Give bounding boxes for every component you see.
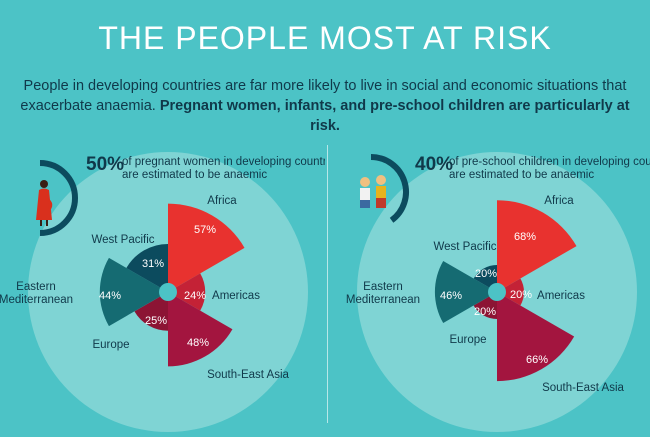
- region-label-west-pacific: West Pacific: [91, 234, 154, 246]
- region-label-eastern-mediterranean: Eastern Mediterranean: [346, 281, 420, 306]
- region-label-south-east-asia: South-East Asia: [542, 382, 624, 394]
- slice-south-east-asia: [168, 292, 233, 367]
- center-dot: [159, 283, 177, 301]
- chart-pre-school-children: 40% of pre-school children in developing…: [346, 152, 650, 432]
- value-label-europe: 20%: [474, 306, 496, 318]
- slice-americas: [497, 278, 524, 306]
- value-label-west-pacific: 31%: [142, 258, 164, 270]
- intro-bold: Pregnant women, infants, and pre-school …: [159, 98, 630, 134]
- value-label-europe: 25%: [145, 315, 167, 327]
- value-label-eastern-mediterranean: 44%: [99, 290, 121, 302]
- children-icon: [360, 175, 386, 208]
- region-label-americas: Americas: [212, 290, 260, 302]
- region-label-europe: Europe: [449, 334, 486, 346]
- pregnant-woman-icon: [36, 180, 53, 226]
- value-label-americas: 20%: [510, 289, 532, 301]
- headline-line2: are estimated to be anaemic: [449, 169, 594, 181]
- slice-americas: [168, 273, 206, 311]
- slice-eastern-mediterranean: [99, 257, 168, 327]
- region-label-eastern: Eastern: [363, 281, 403, 293]
- value-label-americas: 24%: [184, 290, 206, 302]
- region-label-americas: Americas: [537, 290, 585, 302]
- center-dot: [488, 283, 506, 301]
- region-label-mediterranean: Mediterranean: [0, 294, 73, 306]
- slice-africa: [497, 200, 577, 292]
- slice-eastern-mediterranean: [434, 260, 497, 324]
- chart-pregnant-women: 50% of pregnant women in developing coun…: [0, 152, 325, 432]
- value-label-africa: 68%: [514, 231, 536, 243]
- headline-line2: are estimated to be anaemic: [122, 169, 267, 181]
- slice-south-east-asia: [497, 292, 575, 382]
- panel-divider: [327, 145, 328, 423]
- value-label-eastern-mediterranean: 46%: [440, 290, 462, 302]
- intro-text: People in developing countries are far m…: [20, 76, 630, 136]
- region-label-west-pacific: West Pacific: [433, 241, 496, 253]
- value-label-south-east-asia: 66%: [526, 354, 548, 366]
- gauge-arc: [39, 160, 78, 236]
- polar-slices: [99, 203, 245, 367]
- headline-line1: of pregnant women in developing countrie…: [122, 156, 325, 168]
- region-label-europe: Europe: [92, 339, 129, 351]
- region-label-africa: Africa: [544, 195, 574, 207]
- region-label-south-east-asia: South-East Asia: [207, 369, 289, 381]
- headline-percent: 50%: [86, 154, 124, 175]
- region-label-eastern: Eastern: [16, 281, 56, 293]
- slice-africa: [168, 203, 245, 292]
- region-label-eastern-mediterranean: Eastern Mediterranean: [0, 281, 73, 306]
- value-label-south-east-asia: 48%: [187, 337, 209, 349]
- region-label-africa: Africa: [207, 195, 237, 207]
- value-label-africa: 57%: [194, 224, 216, 236]
- region-label-mediterranean: Mediterranean: [346, 294, 420, 306]
- slice-west-pacific: [126, 243, 168, 292]
- value-label-west-pacific: 20%: [475, 268, 497, 280]
- headline-percent: 40%: [415, 154, 453, 175]
- slice-europe: [134, 292, 168, 331]
- headline-line1: of pre-school children in developing cou…: [449, 156, 650, 168]
- page-title: THE PEOPLE MOST AT RISK: [98, 20, 552, 56]
- gauge-arc: [370, 154, 409, 223]
- intro-normal: People in developing countries are far m…: [20, 78, 627, 114]
